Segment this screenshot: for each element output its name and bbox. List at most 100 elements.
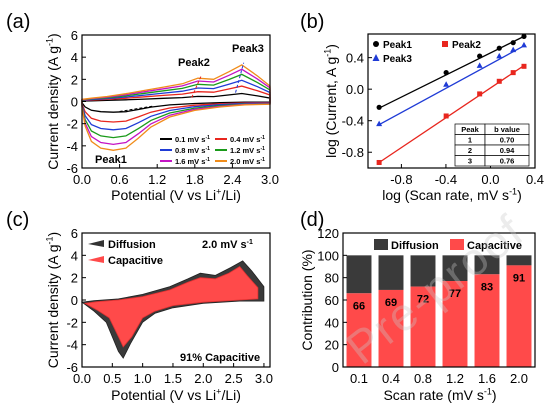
b-point-peak3 [476,62,483,68]
c-ytick-label: -6 [66,360,78,375]
b-ytick-label: 0.0 [346,82,364,97]
b-point-peak2 [510,70,516,76]
c-percent-annotation: 91% Capacitive [180,352,260,364]
d-bar-capacitive [410,286,436,367]
a-ytick-label: 4 [71,50,78,65]
a-ytick-label: -6 [66,161,78,176]
peak1-label: Peak1 [95,154,127,166]
peak2-label: Peak2 [178,57,210,69]
b-table-text: 2 [468,146,472,155]
b-point-peak3 [443,81,450,87]
d-bar-diffusion [506,255,532,266]
b-xtick-label: -0.4 [435,172,457,187]
c-xtick-label: 2.5 [225,371,243,386]
panel-a-label: (a) [6,11,30,33]
panel-d: (d) 66 0.1 69 0.4 72 0.8 77 1.2 83 1.6 91 2.0 0 20 40 6… [299,209,536,403]
c-rate-annotation: 2.0 mV s-1 [202,239,253,251]
b-point-peak3 [376,120,383,127]
c-ytick-label: -2 [66,315,78,330]
c-xtick-label: 1.0 [134,371,152,386]
c-xtick-label: 1.5 [164,371,182,386]
d-ytick-label: 100 [317,248,339,263]
panel-c: (c) 0.0 0.5 1.0 1.5 2.0 2.5 3.0 -6 -4 -2 0 2 4 6 Poten… [6,209,273,403]
b-table-text: b value [494,125,520,134]
b-xlabel: log (Scan rate, mV s-1) [382,187,522,203]
d-bar-diffusion [378,255,404,290]
b-table-text: 0.76 [500,157,515,166]
c-xtick-label: 2.0 [194,371,212,386]
peak3-guide [235,62,245,93]
a-legend-label: 0.8 mV s-1 [175,146,210,155]
panel-b: (b) -0.8 -0.4 0.0 0.4 -0.8 -0.4 0.0 0.4 log (Sca… [300,11,544,203]
a-legend-label: 1.2 mV s-1 [230,146,265,155]
c-legend-swatch [88,256,104,263]
d-bar-capacitive [346,293,372,367]
c-ytick-label: 6 [71,226,78,241]
b-point-peak1 [521,33,527,39]
b-point-peak2 [477,91,483,97]
d-bar-value-label: 72 [417,294,429,306]
b-point-peak2 [496,78,502,84]
b-point-peak3 [520,41,527,48]
d-ytick-label: 0 [332,360,339,375]
a-xtick-label: 1.8 [186,172,204,187]
d-ytick-label: 60 [325,293,339,308]
peak2-guide [191,75,202,98]
c-xtick-label: 0.0 [73,371,91,386]
d-bar-value-label: 91 [513,272,525,284]
d-bar-capacitive [442,281,468,367]
b-ytick-label: 0.4 [346,51,364,66]
d-xtick-label: 0.4 [382,371,400,386]
b-ytick-label: -0.4 [342,114,364,129]
b-legend-marker [442,41,448,47]
b-legend-marker [372,54,380,61]
b-table-cell [484,155,530,167]
c-ylabel: Current density (A g-1) [45,232,61,368]
a-xtick-label: 3.0 [261,172,279,187]
b-ytick-label: -0.8 [342,145,364,160]
d-bar-diffusion [474,255,500,275]
b-table-text: Peak [461,125,479,134]
a-ytick-label: -4 [66,139,78,154]
b-table-text: 0.70 [500,136,515,145]
peak1-guide [119,105,155,112]
a-ytick-label: 2 [71,72,78,87]
c-xtick-label: 3.0 [255,371,273,386]
a-ytick-label: 6 [71,28,78,43]
a-ytick-label: 0 [71,95,78,110]
d-xtick-label: 1.2 [446,371,464,386]
a-ylabel: Current density (A g-1) [45,33,61,169]
d-ytick-label: 20 [325,338,339,353]
d-bar-capacitive [506,265,532,367]
d-ylabel: Contribution (%) [299,249,315,350]
d-legend-swatch [450,239,464,250]
b-xtick-label: -0.8 [390,172,412,187]
c-legend-label: Capacitive [108,255,163,267]
b-legend-marker [373,41,379,47]
d-bar-diffusion [410,255,436,287]
d-bar-diffusion [442,255,468,282]
b-legend-label: Peak3 [383,54,412,65]
d-legend-label: Capacitive [467,240,522,252]
d-bar-capacitive [474,274,500,367]
b-xtick-label: 0.0 [481,172,499,187]
d-bar-value-label: 66 [353,300,365,312]
d-bar-value-label: 69 [385,297,397,309]
b-point-peak2 [376,159,382,165]
b-point-peak1 [376,104,382,110]
c-xlabel: Potential (V vs Li+/Li) [111,387,241,403]
b-xtick-label: 0.4 [526,172,544,187]
c-ytick-label: 4 [71,248,78,263]
c-ytick-label: -4 [66,338,78,353]
a-xtick-label: 1.2 [148,172,166,187]
panel-c-label: (c) [6,209,29,231]
d-ytick-label: 40 [325,315,339,330]
d-xtick-label: 2.0 [510,371,528,386]
b-fit-line-peak3 [378,45,525,126]
d-legend-label: Diffusion [391,240,439,252]
cv-curve-4 [81,73,271,139]
c-legend-swatch [88,240,104,247]
b-point-peak1 [496,45,502,51]
b-point-peak2 [521,63,527,69]
panel-d-label: (d) [300,209,324,231]
